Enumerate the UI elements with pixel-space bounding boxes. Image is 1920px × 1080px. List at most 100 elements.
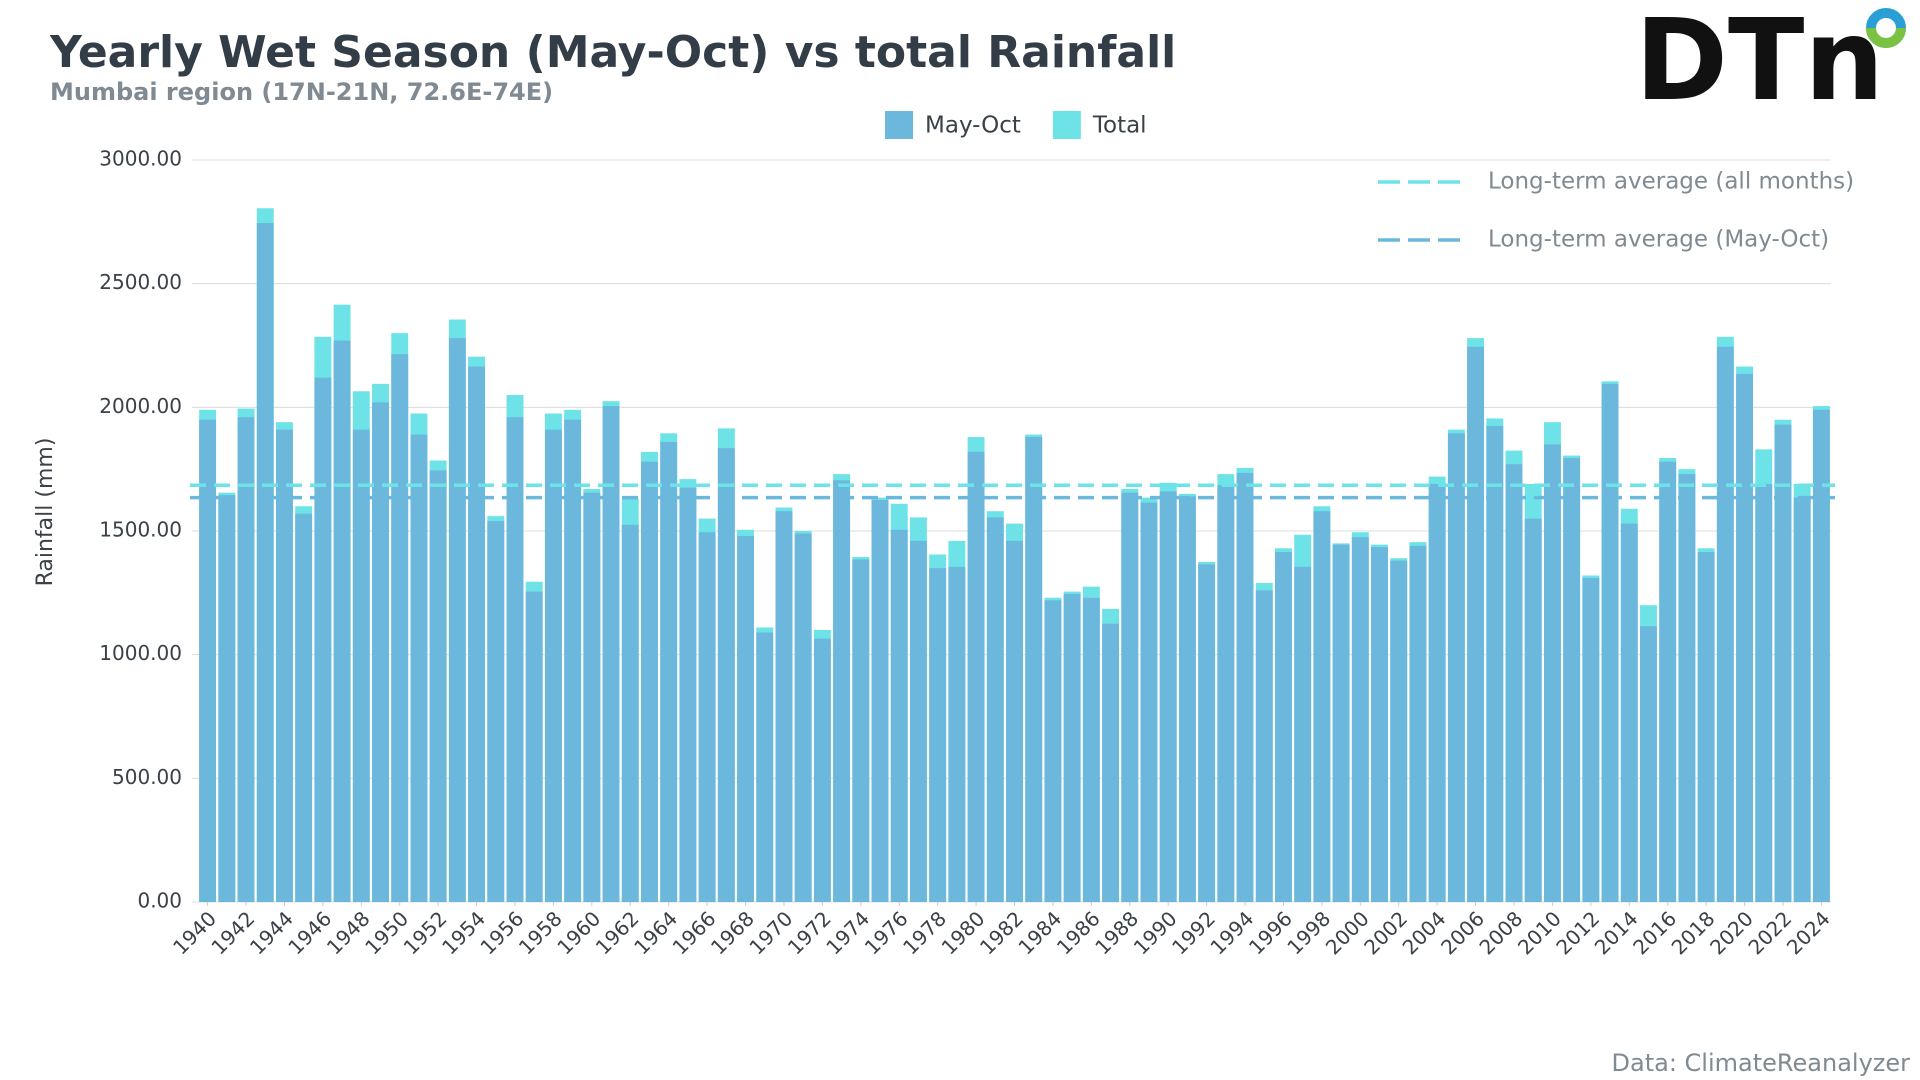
legend-swatch [1052,111,1081,139]
bar [1601,383,1619,902]
bar [410,434,428,902]
x-tick-label: 1984 [1013,906,1066,959]
x-tick-label: 2018 [1667,906,1720,959]
bar [1620,523,1638,902]
bar [314,377,332,902]
bar [1198,564,1216,902]
x-tick-label: 1940 [168,906,221,959]
bar [295,513,313,902]
bar [1390,560,1408,902]
chart-subtitle: Mumbai region (17N-21N, 72.6E-74E) [50,78,553,106]
bar [986,517,1004,902]
bar [525,591,543,902]
bar [948,566,966,902]
bar [1025,437,1043,902]
bar [660,441,678,902]
bar [1082,597,1100,902]
bar [679,487,697,902]
bar [1659,461,1677,902]
y-tick-label: 2500.00 [99,270,182,294]
x-tick-label: 1952 [399,906,452,959]
bar [1255,590,1273,902]
x-tick-label: 1958 [514,906,567,959]
x-tick-label: 2010 [1513,906,1566,959]
bar [775,511,793,902]
bar [1140,502,1158,902]
bar [890,529,908,902]
x-tick-label: 1960 [552,906,605,959]
x-tick-label: 1964 [629,906,682,959]
y-tick-label: 1500.00 [99,518,182,542]
x-tick-label: 1976 [860,906,913,959]
bar [1678,474,1696,902]
bar [1313,511,1331,902]
legend-label: Total [1092,113,1147,139]
bar [275,429,293,902]
bar [391,354,409,902]
x-tick-label: 2002 [1359,906,1412,959]
x-tick-label: 2004 [1398,906,1451,959]
x-tick-label: 1944 [245,906,298,959]
bar [544,429,562,902]
x-tick-label: 1956 [475,906,528,959]
source-note: Data: ClimateReanalyzer [1612,1049,1911,1077]
bar [1102,623,1120,902]
x-tick-label: 2012 [1551,906,1604,959]
bar [756,632,774,902]
bar [1755,484,1773,902]
x-tick-label: 1978 [898,906,951,959]
bar [468,366,486,903]
bar [1716,346,1734,902]
bar [1447,433,1465,902]
x-tick-label: 1986 [1052,906,1105,959]
x-tick-label: 1988 [1090,906,1143,959]
x-tick-label: 1950 [360,906,413,959]
bar [1543,444,1561,902]
bar [333,340,351,902]
bar [1409,545,1427,902]
bar [1505,464,1523,902]
bar [506,417,524,902]
bar [1736,373,1754,902]
bar [564,419,582,902]
x-tick-label: 2006 [1436,906,1489,959]
bar [813,638,831,902]
bar [833,480,851,902]
x-tick-label: 2008 [1474,906,1527,959]
x-tick-label: 1962 [591,906,644,959]
legend-label: May-Oct [925,113,1021,139]
y-tick-label: 0.00 [137,889,182,913]
bar [1697,552,1715,902]
bar [1582,577,1600,902]
x-tick-label: 1994 [1205,906,1258,959]
bar [641,461,658,902]
bar [717,448,735,902]
bar [737,535,754,902]
x-tick-label: 2024 [1782,906,1835,959]
bar [794,533,812,902]
bar [1006,540,1023,902]
bar [967,451,985,902]
bar [1351,537,1369,902]
x-tick-label: 1974 [821,906,874,959]
bar [871,500,889,902]
x-tick-label: 1990 [1129,906,1182,959]
bar [1563,458,1581,902]
bar [1178,496,1196,902]
x-tick-label: 1966 [668,906,721,959]
average-legend-label: Long-term average (May-Oct) [1488,227,1829,253]
y-tick-label: 1000.00 [99,641,182,665]
x-tick-label: 1970 [744,906,797,959]
bar [199,419,217,902]
y-tick-label: 3000.00 [99,147,182,171]
logo-ring-lower [1866,27,1906,48]
legend-swatch [885,111,913,139]
x-tick-label: 1948 [322,906,375,959]
chart-title: Yearly Wet Season (May-Oct) vs total Rai… [49,27,1176,78]
bar [256,223,274,902]
bar [448,338,466,903]
x-tick-label: 1942 [206,906,259,959]
x-tick-label: 2022 [1743,906,1796,959]
logo: DTn [1635,0,1906,126]
bar [1121,492,1139,902]
